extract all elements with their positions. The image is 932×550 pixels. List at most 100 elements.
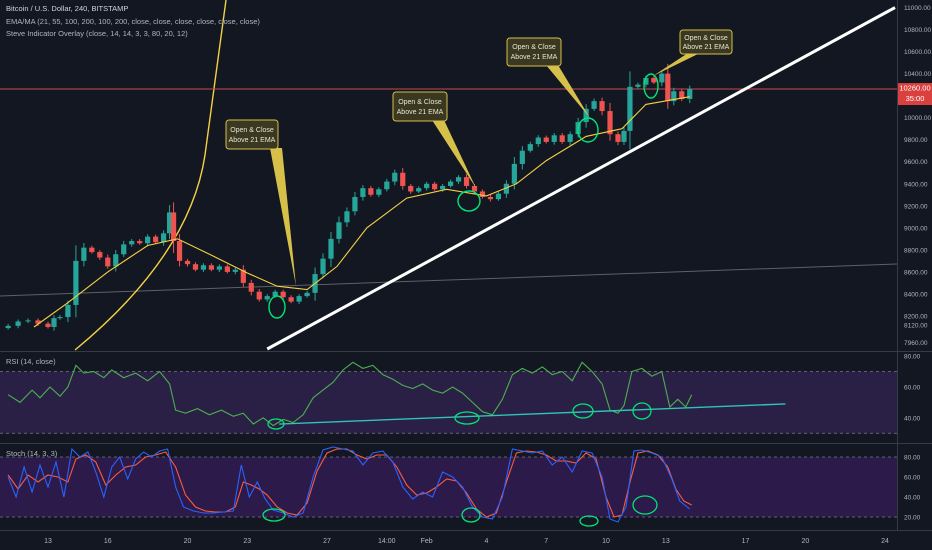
candle-body: [392, 172, 398, 182]
price-tick-label: 11000.00: [904, 5, 931, 12]
callout-1[interactable]: Open & Close Above 21 EMA: [225, 119, 296, 286]
callout-box: [225, 119, 279, 150]
rsi-highlight-circle[interactable]: [454, 411, 480, 425]
stoch-highlight-circle[interactable]: [461, 507, 481, 523]
candle-body: [635, 84, 641, 87]
candle-body: [352, 196, 358, 212]
time-tick-label: 20: [801, 538, 809, 545]
rsi-axis[interactable]: 80.00 60.00 40.00: [904, 354, 921, 423]
price-tick-label: 9800.00: [904, 137, 928, 144]
candle-body: [160, 233, 167, 243]
candle-body: [535, 137, 541, 145]
price-tick-label: 10800.00: [904, 27, 931, 34]
candle-body: [200, 265, 207, 270]
candle-body: [607, 111, 613, 135]
stoch-highlight-circle[interactable]: [579, 515, 599, 527]
candle-body: [184, 260, 191, 265]
price-tick-label: 9400.00: [904, 181, 928, 188]
rsi-trendline[interactable]: [279, 403, 786, 425]
candle-body: [288, 297, 294, 302]
callout-box: [392, 91, 448, 122]
candle-body: [192, 264, 199, 270]
stoch-highlight-circle[interactable]: [262, 508, 286, 522]
candle-body: [57, 317, 63, 319]
time-tick-label: 27: [323, 538, 331, 545]
candle-body: [455, 177, 462, 182]
price-tick-label: 9000.00: [904, 225, 928, 232]
candles: [5, 63, 693, 331]
time-tick-label: 4: [485, 538, 489, 545]
last-price-tag: 10260.00 35:00: [898, 83, 932, 106]
rsi-highlight-circle[interactable]: [572, 403, 594, 419]
candle-body: [320, 258, 326, 275]
callout-pointer: [546, 65, 590, 118]
fibonacci-arc[interactable]: [74, 0, 227, 351]
candle-body: [240, 269, 246, 283]
highlight-circle[interactable]: [643, 73, 659, 99]
long-term-trendline[interactable]: [0, 263, 898, 297]
price-tag-background: [898, 83, 932, 106]
support-trendline[interactable]: [266, 6, 896, 351]
candle-body: [304, 292, 310, 297]
candle-body: [659, 73, 665, 83]
symbol-title[interactable]: Bitcoin / U.S. Dollar, 240, BITSTAMP: [6, 4, 128, 13]
price-tick-label: 9600.00: [904, 159, 928, 166]
candle-body: [447, 181, 454, 186]
rsi-highlight-circle[interactable]: [632, 402, 652, 420]
candle-body: [176, 241, 183, 261]
candle-body: [471, 185, 478, 192]
time-tick-label: 7: [544, 538, 548, 545]
callout-box: [679, 29, 733, 55]
callout-2[interactable]: Open & Close Above 21 EMA: [392, 91, 476, 188]
stoch-band-fill: [0, 457, 897, 517]
candle-body: [97, 252, 103, 258]
steve-indicator-legend[interactable]: Steve Indicator Overlay (close, 14, 14, …: [6, 29, 188, 38]
candle-body: [166, 212, 173, 234]
time-tick-label: Feb: [421, 538, 433, 545]
candle-body: [440, 185, 446, 190]
rsi-tick-label: 60.00: [904, 384, 921, 391]
rsi-highlight-circle[interactable]: [267, 418, 285, 430]
callout-3[interactable]: Open & Close Above 21 EMA: [506, 37, 590, 118]
price-axis[interactable]: 11000.0010800.0010600.0010400.0010200.00…: [904, 5, 931, 347]
candle-body: [280, 291, 286, 298]
candle-body: [599, 101, 605, 112]
callout-pointer: [653, 53, 700, 76]
highlight-circle[interactable]: [268, 295, 286, 319]
callout-line1: Open & Close: [512, 44, 556, 51]
candle-body: [5, 325, 11, 329]
price-tick-label: 8800.00: [904, 247, 928, 254]
stoch-legend[interactable]: Stoch (14, 3, 3): [6, 449, 58, 458]
candle-body: [543, 137, 549, 142]
callout-line1: Open & Close: [684, 35, 728, 42]
rsi-legend[interactable]: RSI (14, close): [6, 357, 56, 366]
candle-body: [121, 244, 127, 255]
candle-body: [559, 135, 565, 142]
candle-body: [487, 196, 494, 200]
candle-body: [621, 130, 627, 142]
ema-legend[interactable]: EMA/MA (21, 55, 100, 200, 100, 200, clos…: [6, 17, 260, 26]
highlight-circle[interactable]: [577, 117, 599, 143]
price-tag-countdown: 35:00: [906, 94, 925, 103]
candle-body: [296, 296, 302, 302]
callout-line2: Above 21 EMA: [229, 137, 276, 144]
candle-body: [511, 163, 517, 184]
time-tick-label: 16: [104, 538, 112, 545]
price-tick-label: 9200.00: [904, 203, 928, 210]
price-tick-label: 10000.00: [904, 115, 931, 122]
stoch-axis[interactable]: 80.00 60.00 40.00 20.00: [904, 455, 921, 522]
callout-4[interactable]: Open & Close Above 21 EMA: [653, 29, 733, 76]
candle-body: [25, 320, 31, 322]
stoch-k-line: [7, 446, 691, 523]
callout-line1: Open & Close: [230, 127, 274, 134]
time-tick-label: 13: [44, 538, 52, 545]
rsi-band: [0, 371, 897, 434]
highlight-circle[interactable]: [457, 190, 481, 212]
candle-body: [384, 181, 390, 190]
time-tick-label: 14:00: [378, 538, 396, 545]
time-tick-label: 23: [243, 538, 251, 545]
callout-box: [506, 37, 562, 67]
stoch-highlight-circle[interactable]: [632, 495, 658, 515]
